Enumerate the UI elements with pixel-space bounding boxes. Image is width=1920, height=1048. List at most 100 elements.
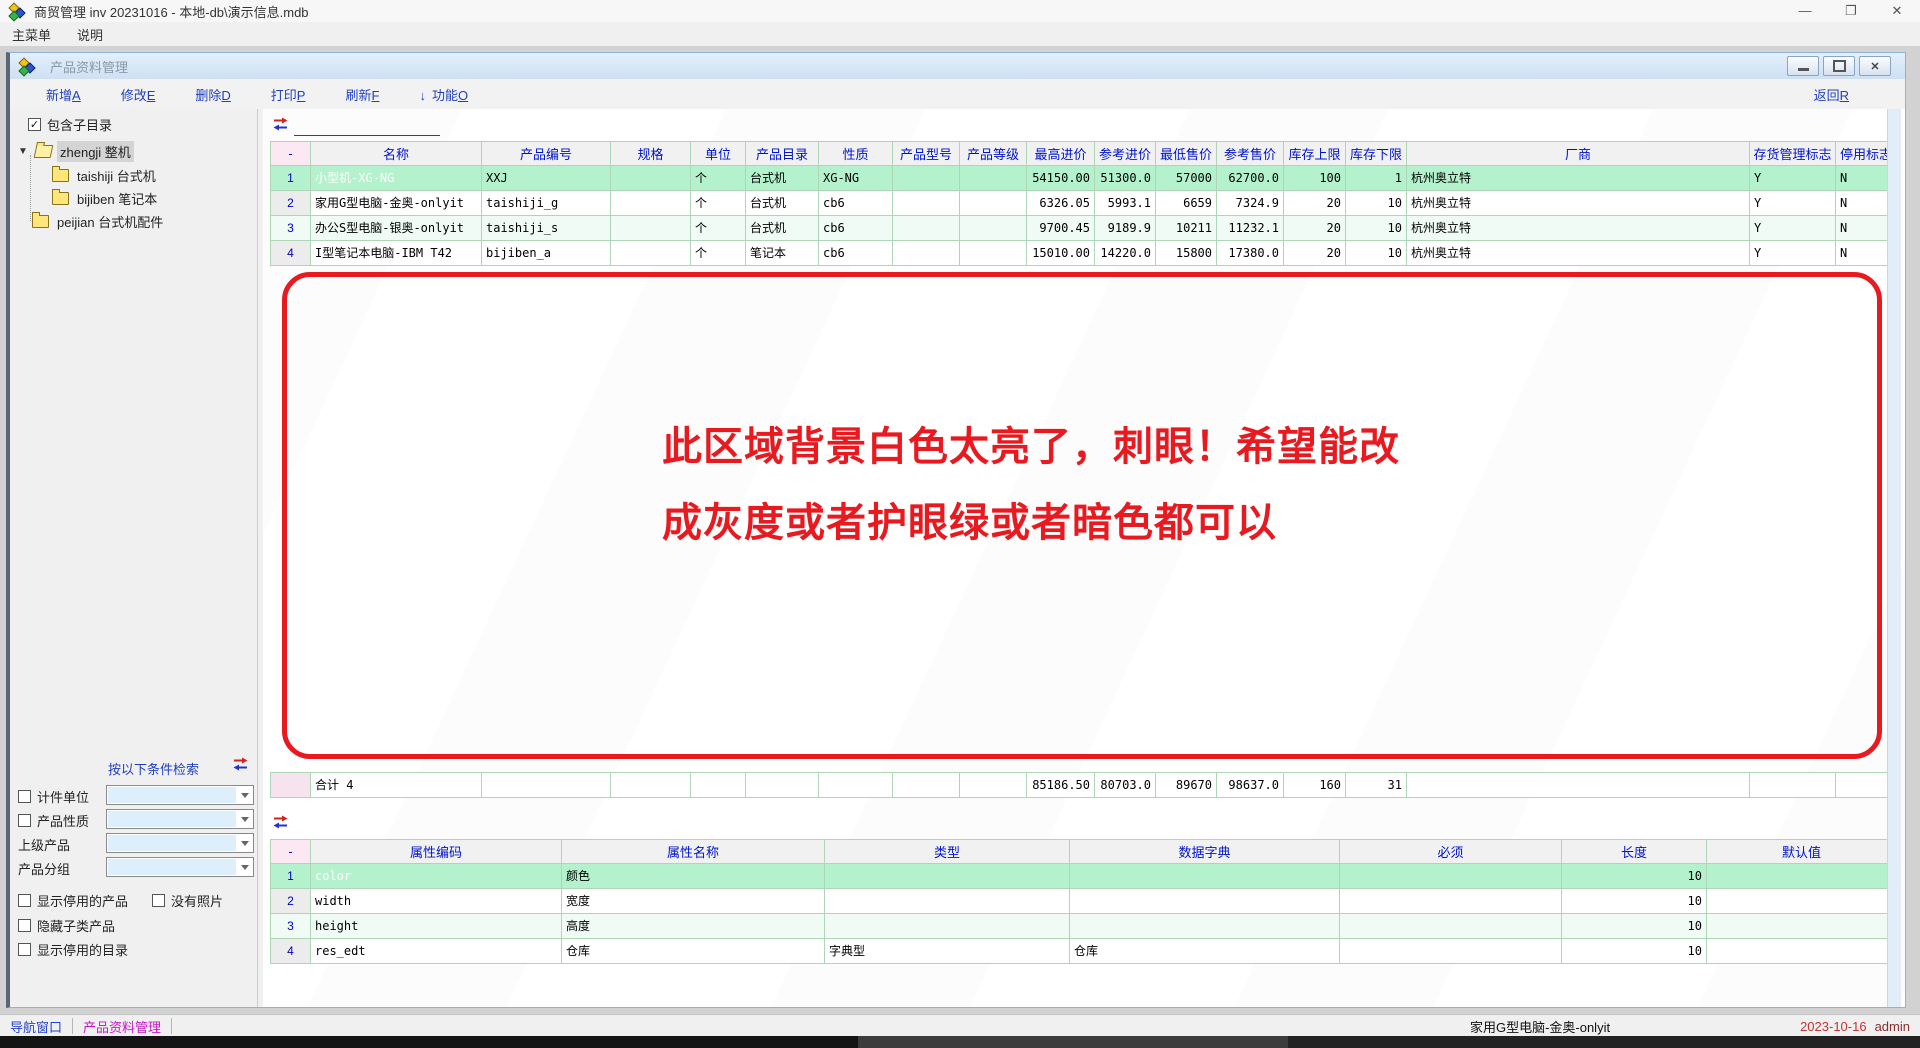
data-cell[interactable]: 17380.0 — [1216, 240, 1284, 266]
swap-arrows-icon[interactable] — [232, 757, 249, 771]
vertical-scrollbar[interactable] — [1887, 109, 1901, 1007]
column-header[interactable]: 库存上限 — [1283, 141, 1346, 166]
data-cell[interactable]: 15800 — [1155, 240, 1217, 266]
data-cell[interactable]: 杭州奥立特 — [1406, 190, 1750, 216]
table-row[interactable]: 3 height 高度 10 — [270, 913, 1897, 939]
active-tab-label[interactable]: 产品资料管理 — [83, 1019, 162, 1035]
table-row[interactable]: 4 I型笔记本电脑-IBM T42 bijiben_a 个笔记本 cb6 15010.00… — [270, 240, 1897, 266]
data-cell[interactable]: 10 — [1561, 888, 1707, 914]
row-number-cell[interactable]: 1 — [270, 863, 311, 889]
row-number-cell[interactable]: 4 — [270, 240, 311, 266]
column-header[interactable]: 停用标志 — [1835, 141, 1897, 166]
data-cell[interactable] — [892, 165, 960, 191]
column-header[interactable]: 属性编码 — [310, 839, 562, 864]
data-cell[interactable]: cb6 — [818, 215, 893, 241]
data-cell[interactable]: Y — [1749, 240, 1836, 266]
data-cell[interactable]: 80703.0 — [1094, 772, 1156, 798]
show-disabled-products-checkbox[interactable]: 显示停用的产品 — [18, 891, 128, 910]
data-cell[interactable] — [959, 240, 1027, 266]
data-cell[interactable] — [892, 240, 960, 266]
column-header[interactable]: 参考售价 — [1216, 141, 1284, 166]
data-cell[interactable] — [1069, 863, 1340, 889]
data-cell[interactable]: N — [1835, 165, 1897, 191]
table-row[interactable]: 1 小型机-XG-NG XXJ 个台式机 XG-NG 54150.00 51300.0 570… — [270, 165, 1897, 191]
data-cell[interactable] — [892, 190, 960, 216]
column-header[interactable]: 默认值 — [1706, 839, 1897, 864]
table-row[interactable]: 4 res_edt 仓库 字典型 仓库 10 — [270, 938, 1897, 964]
data-cell[interactable]: 20 — [1283, 190, 1346, 216]
data-cell[interactable]: 160 — [1283, 772, 1346, 798]
tree-label[interactable]: bijiben 笔记本 — [77, 192, 158, 207]
column-header[interactable]: 数据字典 — [1069, 839, 1340, 864]
no-photo-checkbox[interactable]: 没有照片 — [152, 891, 223, 910]
data-cell[interactable]: 89670 — [1155, 772, 1217, 798]
data-cell[interactable]: Y — [1749, 190, 1836, 216]
table-row[interactable]: 2 家用G型电脑-金奥-onlyit taishiji_g 个台式机 cb6 6326.0… — [270, 190, 1897, 216]
checkbox-checked-icon[interactable]: ✓ — [28, 118, 41, 131]
product-group-combobox[interactable] — [106, 857, 254, 877]
data-cell[interactable]: 62700.0 — [1216, 165, 1284, 191]
data-cell[interactable]: Y — [1749, 165, 1836, 191]
data-cell[interactable] — [1706, 888, 1897, 914]
quick-filter-input[interactable] — [294, 119, 440, 136]
tree-node-zhengji[interactable]: ▼ zhengji 整机 — [18, 141, 134, 162]
data-cell[interactable]: I型笔记本电脑-IBM T42 — [310, 240, 482, 266]
checkbox-icon[interactable] — [18, 814, 31, 827]
data-cell[interactable] — [481, 772, 611, 798]
column-header[interactable]: 长度 — [1561, 839, 1707, 864]
data-cell[interactable]: 100 — [1283, 165, 1346, 191]
data-cell[interactable] — [959, 215, 1027, 241]
tree-node-bijiben[interactable]: bijiben 笔记本 — [52, 188, 160, 209]
data-cell[interactable]: 54150.00 — [1026, 165, 1095, 191]
data-cell[interactable]: 个 — [690, 215, 746, 241]
function-button[interactable]: ↓ 功能O — [419, 87, 469, 103]
data-cell[interactable]: 10 — [1561, 863, 1707, 889]
data-cell[interactable]: 98637.0 — [1216, 772, 1284, 798]
data-cell[interactable] — [892, 772, 960, 798]
column-header[interactable]: 单位 — [690, 141, 746, 166]
data-cell[interactable]: N — [1835, 215, 1897, 241]
data-cell[interactable] — [1069, 888, 1340, 914]
column-header[interactable]: 类型 — [824, 839, 1070, 864]
expand-arrow-icon[interactable]: ▼ — [18, 146, 28, 157]
include-subdirs-checkbox[interactable]: ✓ 包含子目录 — [28, 118, 113, 133]
data-cell[interactable]: 6659 — [1155, 190, 1217, 216]
data-cell[interactable]: XXJ — [481, 165, 611, 191]
swap-arrows-icon[interactable] — [272, 117, 289, 131]
data-cell[interactable]: 个 — [690, 240, 746, 266]
data-cell[interactable] — [610, 165, 691, 191]
tree-node-taishiji[interactable]: taishiji 台式机 — [52, 165, 159, 186]
column-header[interactable]: - — [270, 141, 311, 166]
data-cell[interactable]: 台式机 — [745, 165, 819, 191]
menu-help[interactable]: 说明 — [77, 27, 104, 43]
table-row[interactable]: 2 width 宽度 10 — [270, 888, 1897, 914]
data-cell[interactable]: taishiji_s — [481, 215, 611, 241]
data-cell[interactable]: width — [310, 888, 562, 914]
data-cell[interactable] — [1069, 913, 1340, 939]
data-cell[interactable]: color — [310, 863, 562, 889]
checkbox-icon[interactable] — [18, 943, 31, 956]
row-number-cell[interactable]: 2 — [270, 888, 311, 914]
row-number-cell[interactable]: 3 — [270, 215, 311, 241]
row-number-cell[interactable]: 2 — [270, 190, 311, 216]
data-cell[interactable]: 台式机 — [745, 215, 819, 241]
data-cell[interactable] — [610, 190, 691, 216]
data-cell[interactable] — [818, 772, 893, 798]
data-cell[interactable] — [1706, 938, 1897, 964]
data-cell[interactable] — [1339, 863, 1562, 889]
tree-label[interactable]: taishiji 台式机 — [77, 169, 156, 184]
data-cell[interactable]: 10 — [1345, 240, 1407, 266]
data-cell[interactable] — [1339, 888, 1562, 914]
data-cell[interactable]: taishiji_g — [481, 190, 611, 216]
data-cell[interactable]: 6326.05 — [1026, 190, 1095, 216]
data-cell[interactable]: 10211 — [1155, 215, 1217, 241]
data-cell[interactable]: 办公S型电脑-银奥-onlyit — [310, 215, 482, 241]
tree-node-peijian[interactable]: peijian 台式机配件 — [32, 211, 166, 232]
data-cell[interactable]: 9700.45 — [1026, 215, 1095, 241]
data-cell[interactable]: 85186.50 — [1026, 772, 1095, 798]
data-cell[interactable]: 个 — [690, 190, 746, 216]
data-cell[interactable] — [610, 772, 691, 798]
data-cell[interactable]: 1 — [1345, 165, 1407, 191]
data-cell[interactable] — [1406, 772, 1750, 798]
data-cell[interactable]: 57000 — [1155, 165, 1217, 191]
